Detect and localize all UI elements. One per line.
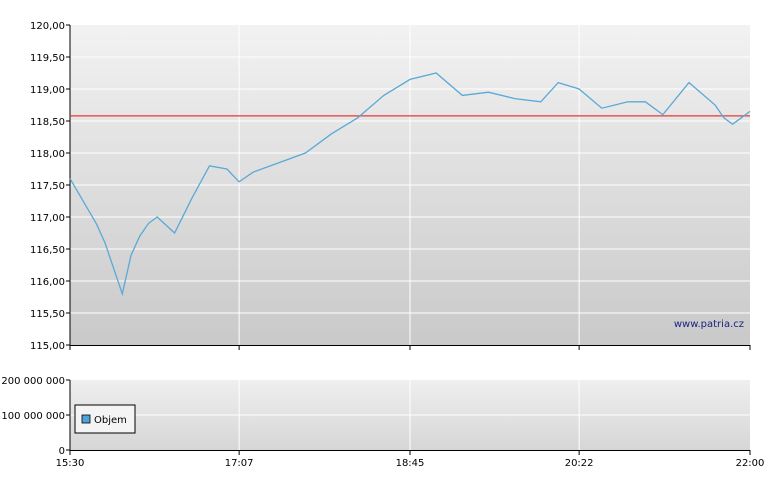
watermark: www.patria.cz xyxy=(674,319,744,330)
x-tick-label: 17:07 xyxy=(225,458,254,469)
legend: Objem xyxy=(74,404,136,434)
price-y-tick-label: 119,00 xyxy=(30,85,65,96)
x-tick-label: 20:22 xyxy=(565,458,594,469)
legend-label: Objem xyxy=(94,415,127,426)
x-tick-label: 22:00 xyxy=(736,458,765,469)
legend-swatch xyxy=(81,414,91,424)
volume-grid xyxy=(70,380,750,450)
x-tick-label: 18:45 xyxy=(396,458,425,469)
volume-y-tick-label: 200 000 000 xyxy=(1,376,65,387)
price-y-tick-label: 115,00 xyxy=(30,341,65,352)
price-y-tick-label: 117,50 xyxy=(30,181,65,192)
price-grid xyxy=(70,25,750,345)
x-axis-ticks: 15:30 17:07 18:45 20:22 22:00 xyxy=(56,450,765,469)
volume-y-tick-label: 0 xyxy=(59,446,65,457)
price-y-tick-label: 116,50 xyxy=(30,245,65,256)
volume-y-tick-label: 100 000 000 xyxy=(1,411,65,422)
price-y-tick-label: 119,50 xyxy=(30,53,65,64)
price-y-tick-label: 118,00 xyxy=(30,149,65,160)
price-y-tick-label: 117,00 xyxy=(30,213,65,224)
price-y-tick-label: 116,00 xyxy=(30,277,65,288)
price-x-tick-marks xyxy=(69,345,751,350)
price-y-tick-label: 120,00 xyxy=(30,21,65,32)
price-series-line xyxy=(69,72,751,297)
x-tick-label: 15:30 xyxy=(56,458,85,469)
price-y-tick-label: 115,50 xyxy=(30,309,65,320)
price-y-ticks: 120,00 119,50 119,00 118,50 118,00 117,50 117,… xyxy=(30,21,70,352)
volume-y-ticks: 200 000 000 100 000 000 0 xyxy=(1,376,70,457)
price-y-tick-label: 118,50 xyxy=(30,117,65,128)
